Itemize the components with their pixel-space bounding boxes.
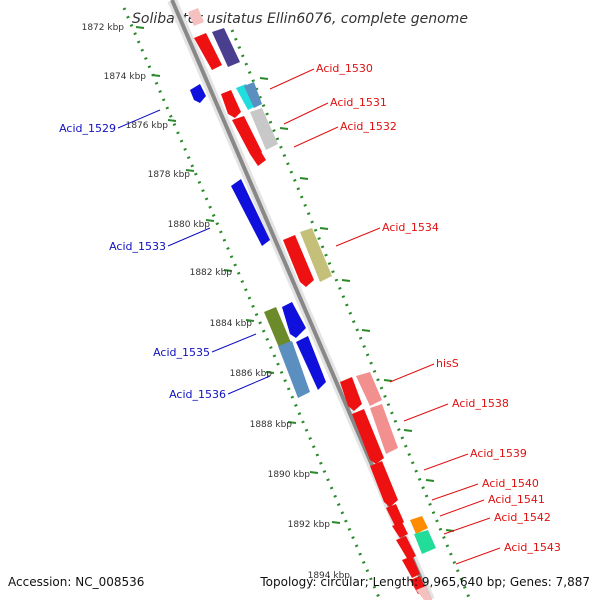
gene-acid-1543 bbox=[396, 536, 416, 560]
gene-label[interactable]: Acid_1532 bbox=[340, 120, 397, 133]
gene-label[interactable]: Acid_1538 bbox=[452, 397, 509, 410]
gene-label[interactable]: Acid_1542 bbox=[494, 511, 551, 524]
tick-label: 1882 kbp bbox=[190, 268, 233, 278]
gene-cyan bbox=[236, 84, 256, 110]
tick-label: 1878 kbp bbox=[148, 170, 191, 180]
reverse-gene-labels: Acid_1529 Acid_1533 Acid_1535 Acid_1536 bbox=[59, 122, 226, 401]
gene-acid-1534 bbox=[283, 235, 314, 287]
gene-acid-1535 bbox=[264, 307, 292, 350]
tick-label: 1890 kbp bbox=[268, 470, 311, 480]
forward-gene-labels: Acid_1530 Acid_1531 Acid_1532 Acid_1534 … bbox=[316, 62, 561, 554]
tick-label: 1880 kbp bbox=[168, 220, 211, 230]
gene-acid-1538 bbox=[352, 409, 384, 464]
forward-tick-track bbox=[230, 29, 472, 600]
gene-acid-1530 bbox=[194, 33, 222, 70]
gene-acid-1533 bbox=[231, 179, 270, 246]
reverse-label-lines bbox=[117, 109, 271, 395]
gene-pink-b bbox=[370, 404, 398, 454]
forward-label-lines bbox=[269, 68, 501, 565]
tick-label: 1888 kbp bbox=[250, 420, 293, 430]
gene-label[interactable]: Acid_1531 bbox=[330, 96, 387, 109]
gene-faded bbox=[188, 8, 204, 26]
gene-purple bbox=[212, 28, 240, 67]
topology-label: Topology: circular; Length: 9,965,640 bp… bbox=[259, 575, 590, 589]
gene-acid-1529 bbox=[190, 84, 206, 103]
gene-acid-1532 bbox=[232, 116, 262, 158]
accession-label: Accession: NC_008536 bbox=[8, 575, 144, 589]
gene-label[interactable]: Acid_1533 bbox=[109, 240, 166, 253]
gene-grey bbox=[250, 108, 278, 150]
tick-labels: 1872 kbp 1874 kbp 1876 kbp 1878 kbp 1880… bbox=[82, 23, 351, 581]
gene-label[interactable]: Acid_1530 bbox=[316, 62, 373, 75]
gene-acid-1540 bbox=[386, 504, 404, 528]
map-title: Solibacter usitatus Ellin6076, complete … bbox=[132, 11, 468, 27]
gene-hiss bbox=[340, 377, 362, 411]
gene-features bbox=[188, 8, 436, 600]
gene-label[interactable]: Acid_1534 bbox=[382, 221, 439, 234]
gene-label[interactable]: Acid_1536 bbox=[169, 388, 226, 401]
gene-label[interactable]: Acid_1535 bbox=[153, 346, 210, 359]
tick-label: 1884 kbp bbox=[210, 319, 253, 329]
tick-label: 1886 kbp bbox=[230, 369, 273, 379]
gene-acid-1541 bbox=[392, 522, 408, 538]
gene-acid-1536 bbox=[278, 341, 310, 398]
gene-label[interactable]: Acid_1540 bbox=[482, 477, 539, 490]
gene-label[interactable]: hisS bbox=[436, 357, 459, 370]
gene-acid-1543-green bbox=[414, 530, 436, 554]
gene-olive-light bbox=[300, 228, 332, 282]
gene-blue-b bbox=[296, 336, 326, 390]
tick-label: 1894 kbp bbox=[308, 571, 351, 581]
gene-small-red bbox=[250, 150, 266, 166]
gene-label[interactable]: Acid_1529 bbox=[59, 122, 116, 135]
gene-bottom-red-a bbox=[402, 556, 420, 578]
gene-acid-1542 bbox=[410, 516, 428, 534]
gene-label[interactable]: Acid_1541 bbox=[488, 493, 545, 506]
gene-bottom-faded bbox=[416, 586, 432, 600]
gene-label[interactable]: Acid_1539 bbox=[470, 447, 527, 460]
tick-label: 1872 kbp bbox=[82, 23, 125, 33]
tick-label: 1874 kbp bbox=[104, 72, 147, 82]
gene-blue-a bbox=[282, 302, 306, 338]
tick-label: 1892 kbp bbox=[288, 520, 331, 530]
gene-label[interactable]: Acid_1543 bbox=[504, 541, 561, 554]
tick-label: 1876 kbp bbox=[126, 121, 169, 131]
gene-pink-a bbox=[356, 372, 382, 406]
gene-acid-1531 bbox=[221, 90, 241, 118]
gene-steelblue bbox=[244, 82, 262, 108]
gene-acid-1539 bbox=[370, 461, 398, 507]
